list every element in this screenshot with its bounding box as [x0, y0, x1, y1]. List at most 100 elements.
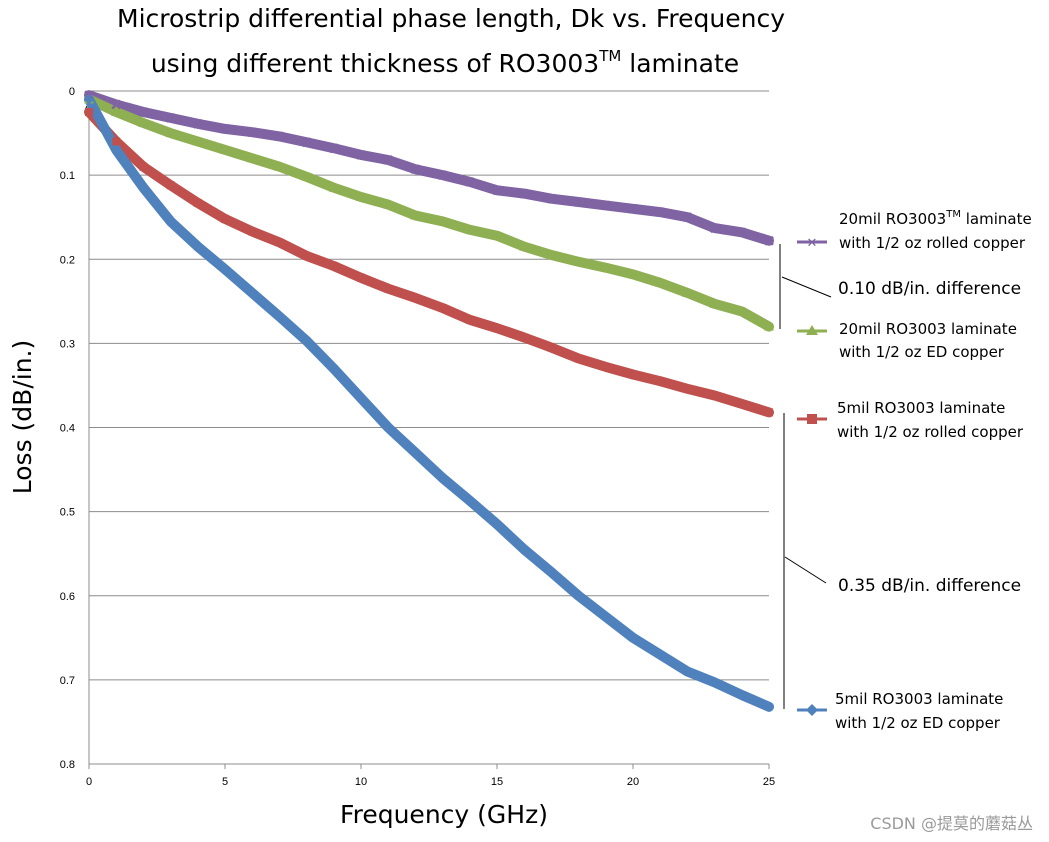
data-point — [328, 143, 339, 154]
data-point — [492, 185, 502, 196]
data-point — [573, 256, 584, 266]
data-point — [356, 393, 366, 404]
annotation-connectors — [779, 244, 832, 709]
legend-label-20mil-ed-line1: 20mil RO3003 laminate — [839, 320, 1017, 338]
legend-label-20mil-rolled-main: 20mil RO3003 — [839, 210, 946, 228]
data-point — [383, 199, 394, 209]
data-point-x-stroke — [464, 176, 475, 187]
data-point — [248, 227, 257, 236]
data-point — [683, 384, 692, 393]
data-point — [573, 590, 584, 601]
data-point — [574, 354, 583, 363]
data-point-x-stroke — [682, 212, 693, 223]
data-point — [328, 182, 339, 192]
y-tick-label: 0.5 — [60, 507, 75, 519]
data-point — [356, 191, 366, 201]
data-point — [546, 250, 557, 260]
data-point-x-stroke — [274, 131, 285, 142]
data-point-x-stroke — [328, 143, 339, 154]
data-point — [192, 118, 203, 129]
x-tick-label: 5 — [222, 776, 228, 788]
leader-0-35 — [784, 556, 827, 584]
data-point-x-stroke — [192, 118, 203, 129]
legend-item-5mil-rolled: 5mil RO3003 laminate with 1/2 oz rolled … — [797, 399, 1024, 441]
data-point — [519, 544, 530, 555]
data-point — [464, 495, 475, 506]
data-point — [546, 193, 557, 204]
chart-title-trademark: TM — [598, 47, 621, 65]
data-point — [220, 123, 230, 134]
data-point — [410, 164, 421, 175]
data-point — [520, 333, 529, 342]
data-point — [682, 287, 693, 297]
data-point — [710, 391, 719, 400]
data-point — [139, 162, 148, 171]
legend-item-20mil-ed: 20mil RO3003 laminate with 1/2 oz ED cop… — [797, 320, 1017, 361]
data-point — [682, 666, 693, 677]
legend-label-20mil-ed-line2: with 1/2 oz ED copper — [839, 343, 1005, 361]
data-point — [765, 408, 773, 417]
data-point — [601, 362, 610, 371]
x-tick-label: 10 — [355, 776, 367, 788]
legend-label-20mil-rolled-line2: with 1/2 oz rolled copper — [839, 234, 1026, 252]
data-point — [736, 227, 747, 238]
data-point — [764, 321, 774, 331]
data-point — [192, 136, 203, 146]
data-point — [192, 241, 203, 252]
data-point — [437, 170, 448, 181]
data-point — [111, 144, 122, 155]
series-line-0 — [84, 90, 774, 246]
annotation-0-10-difference: 0.10 dB/in. difference — [838, 279, 1021, 299]
y-tick-label: 0.2 — [60, 254, 75, 266]
data-point — [546, 567, 557, 578]
series-line-3 — [84, 94, 774, 712]
data-point — [301, 171, 312, 181]
legend-label-5mil-ed-line1: 5mil RO3003 laminate — [835, 690, 1003, 708]
chart-title-line1: Microstrip differential phase length, Dk… — [117, 4, 785, 33]
data-point — [493, 324, 501, 333]
data-point — [737, 399, 746, 408]
data-point-x-stroke — [628, 203, 638, 214]
series-line-2 — [84, 107, 774, 418]
data-point — [165, 113, 176, 123]
data-point — [764, 235, 774, 246]
data-point — [600, 611, 611, 622]
data-point — [220, 144, 230, 154]
legend-label-20mil-rolled-tm: TM — [945, 209, 961, 220]
data-point — [84, 94, 94, 105]
data-point — [247, 127, 258, 138]
data-point-x-stroke — [138, 107, 149, 117]
data-point-x-stroke — [356, 150, 366, 160]
data-point-x-stroke — [165, 113, 176, 123]
data-point-x-stroke — [410, 164, 421, 175]
x-axis-title: Frequency (GHz) — [340, 800, 548, 829]
legend: ✕ 20mil RO3003TM laminate with 1/2 oz ro… — [797, 209, 1032, 732]
legend-label-20mil-rolled-end: laminate — [961, 210, 1032, 228]
series-line-1 — [84, 94, 774, 332]
y-tick-labels: 0 0.1 0.2 0.3 0.4 0.5 0.6 0.7 0.8 — [60, 86, 75, 771]
data-point — [628, 269, 638, 279]
data-point — [111, 99, 122, 110]
data-point-x-stroke — [247, 127, 258, 138]
data-point-x-stroke — [600, 200, 611, 211]
y-tick-label: 0.7 — [60, 675, 75, 687]
data-point — [411, 293, 420, 302]
x-tick-labels: 0 5 10 15 20 25 — [86, 764, 775, 788]
data-point — [682, 212, 693, 223]
data-point — [274, 311, 285, 322]
data-point-x-stroke — [709, 223, 720, 234]
data-point-x-stroke — [655, 207, 666, 218]
data-point — [302, 251, 311, 260]
x-tick-label: 0 — [86, 776, 92, 788]
data-point — [138, 182, 149, 193]
chart-title-line2: using different thickness of RO3003TM la… — [151, 47, 739, 78]
data-point — [736, 690, 747, 701]
data-point — [764, 701, 774, 712]
data-point — [656, 377, 665, 386]
data-point — [655, 277, 666, 287]
data-point — [275, 238, 284, 247]
data-point-x-stroke — [546, 193, 557, 204]
data-point — [437, 216, 448, 226]
data-point — [383, 422, 394, 433]
